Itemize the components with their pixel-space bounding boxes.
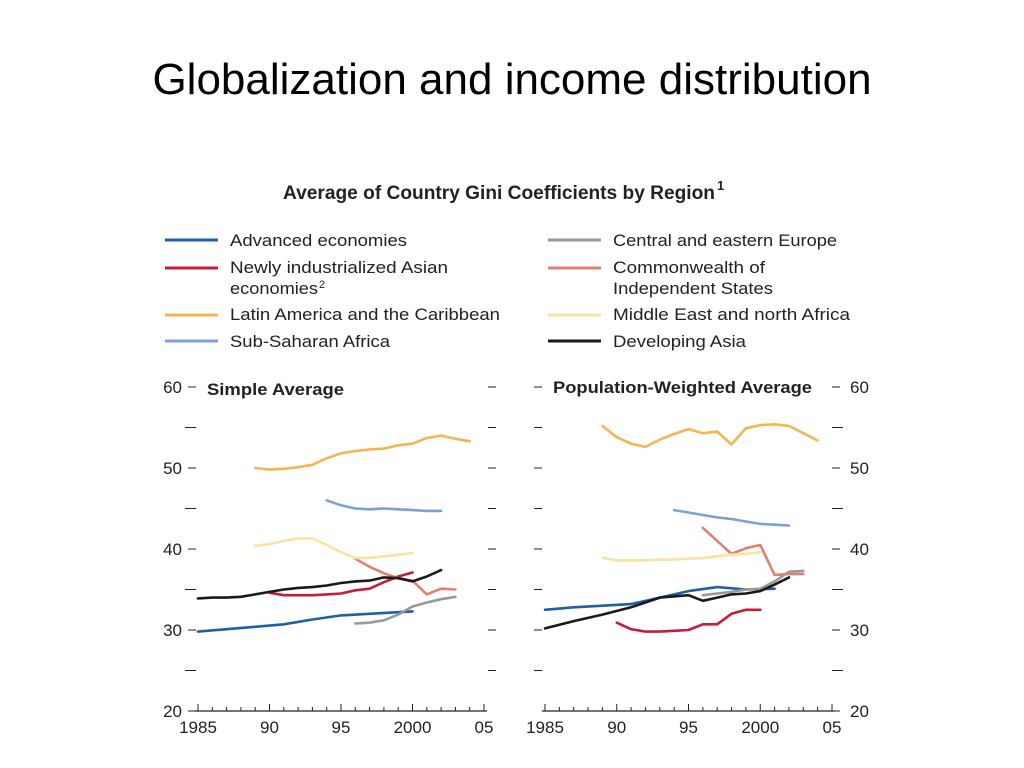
- y-tick-label-right: 50: [850, 459, 869, 478]
- series-line-left-sub-saharan-africa: [325, 499, 443, 513]
- y-tick-label-left: 20: [163, 702, 182, 721]
- legend: Advanced economies Newly industrialized …: [165, 231, 851, 351]
- panel-right-subtitle: Population-Weighted Average: [553, 378, 812, 397]
- y-tick-label-left: 40: [163, 540, 182, 559]
- legend-label-superscript: 2: [319, 279, 325, 291]
- chart-title-text: Average of Country Gini Coefficients by …: [283, 183, 715, 204]
- legend-label-commonwealth-of-independent-states-line1: Commonwealth of: [613, 258, 765, 277]
- legend-label-middle-east-and-north-africa: Middle East and north Africa: [613, 305, 851, 324]
- panel-left-subtitle: Simple Average: [207, 380, 344, 399]
- x-tick-label-right: 05: [823, 718, 842, 737]
- x-tick-label-right: 90: [607, 718, 626, 737]
- series-line-right-newly-industrialized-asian-economies: [615, 608, 762, 633]
- y-tick-label-right: 30: [850, 621, 869, 640]
- series-line-right-sub-saharan-africa: [672, 508, 791, 527]
- x-tick-label-left: 2000: [394, 718, 432, 737]
- chart-title-superscript: 1: [717, 178, 724, 193]
- series-line-left-central-and-eastern-europe: [353, 595, 457, 625]
- series-line-left-latin-america-and-the-caribbean: [253, 434, 472, 471]
- series-line-right-latin-america-and-the-caribbean: [601, 422, 819, 449]
- x-tick-label-right: 2000: [741, 718, 779, 737]
- legend-label-advanced-economies: Advanced economies: [230, 231, 407, 250]
- legend-label-developing-asia: Developing Asia: [613, 332, 747, 351]
- y-tick-label-right: 40: [850, 540, 869, 559]
- slide-title: Globalization and income distribution: [152, 55, 872, 104]
- legend-label-commonwealth-of-independent-states-line2: Independent States: [613, 279, 773, 298]
- x-tick-label-left: 05: [475, 718, 494, 737]
- series-line-left-advanced-economies: [196, 610, 414, 633]
- legend-label-sub-saharan-africa: Sub-Saharan Africa: [230, 332, 391, 351]
- x-tick-label-left: 1985: [179, 718, 217, 737]
- legend-label-newly-industrialized-asian-economies-line1: Newly industrialized Asian: [230, 258, 448, 277]
- series-line-right-commonwealth-of-independent-states: [701, 526, 805, 577]
- series-line-left-newly-industrialized-asian-economies: [268, 571, 414, 597]
- y-tick-label-right: 60: [850, 378, 869, 397]
- y-tick-label-left: 50: [163, 459, 182, 478]
- series-line-right-middle-east-and-north-africa: [601, 550, 762, 562]
- series-line-right-developing-asia: [543, 576, 791, 630]
- legend-label-central-and-eastern-europe: Central and eastern Europe: [613, 231, 837, 250]
- series-line-left-developing-asia: [196, 568, 443, 600]
- x-tick-label-left: 90: [260, 718, 279, 737]
- series-line-left-middle-east-and-north-africa: [253, 537, 414, 560]
- legend-label-latin-america-and-the-caribbean: Latin America and the Caribbean: [230, 305, 500, 324]
- y-tick-label-left: 30: [163, 621, 182, 640]
- x-tick-label-left: 95: [332, 718, 351, 737]
- y-tick-label-right: 20: [850, 702, 869, 721]
- chart-title: Average of Country Gini Coefficients by …: [283, 183, 715, 204]
- y-tick-label-left: 60: [163, 378, 182, 397]
- x-tick-label-right: 1985: [526, 718, 564, 737]
- legend-label-newly-industrialized-asian-economies-line2: economies: [230, 279, 318, 298]
- x-tick-label-right: 95: [679, 718, 698, 737]
